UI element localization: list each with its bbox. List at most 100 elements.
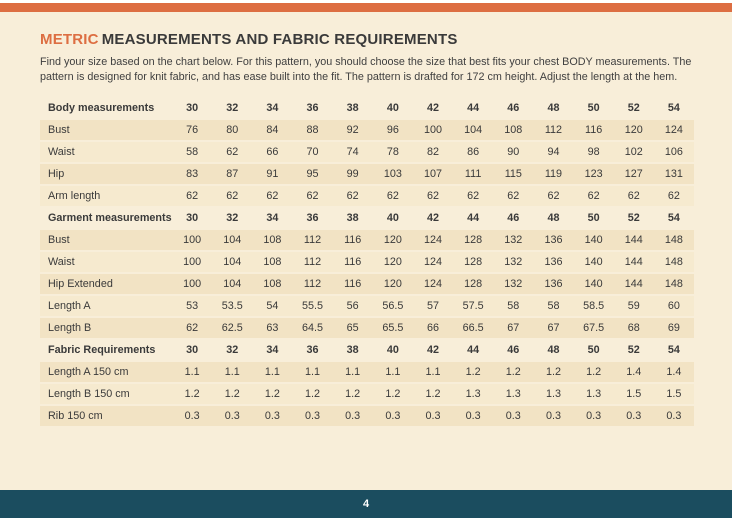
row-label: Bust <box>48 124 70 137</box>
table-cell: 120 <box>383 278 402 291</box>
title-rest: MEASUREMENTS AND FABRIC REQUIREMENTS <box>101 31 458 48</box>
table-cell: 91 <box>266 168 279 181</box>
table-cell: 148 <box>664 278 683 291</box>
table-cell: 1.3 <box>545 388 561 401</box>
table-cell: 68 <box>627 322 640 335</box>
table-cell: 62.5 <box>221 322 243 335</box>
table-cell: 62 <box>186 190 199 203</box>
table-cell: 0.3 <box>425 410 441 423</box>
row-label: Bust <box>48 234 70 247</box>
table-cell: 30 <box>186 212 199 225</box>
table-cell: 1.1 <box>184 366 200 379</box>
table-row: Waist 100 104 108 112 116 120 124 128 132 136 140 14… <box>40 252 694 273</box>
table-cell: 1.2 <box>425 388 441 401</box>
table-cell: 78 <box>386 146 399 159</box>
table-cell: 120 <box>383 256 402 269</box>
row-label: Length B 150 cm <box>48 388 130 401</box>
table-cell: 62 <box>547 190 560 203</box>
table-cell: 42 <box>426 212 439 225</box>
table-cell: 62 <box>667 190 680 203</box>
table-cell: 38 <box>346 212 359 225</box>
table-cell: 62 <box>346 190 359 203</box>
table-cell: 140 <box>584 234 603 247</box>
footer-bar: 4 <box>0 490 732 518</box>
table-row: Hip Extended 100 104 108 112 116 120 124 128 132 1… <box>40 274 694 295</box>
table-cell: 55.5 <box>302 300 324 313</box>
table-cell: 66 <box>266 146 279 159</box>
table-cell: 54 <box>667 344 680 357</box>
table-cell: 116 <box>585 124 603 137</box>
table-cell: 34 <box>266 102 279 115</box>
table-cell: 1.2 <box>184 388 200 401</box>
table-cell: 0.3 <box>224 410 240 423</box>
table-cell: 0.3 <box>505 410 521 423</box>
table-cell: 65 <box>346 322 359 335</box>
top-accent-bar <box>0 3 732 12</box>
page-edge-top <box>0 0 732 3</box>
table-cell: 48 <box>547 102 560 115</box>
table-row: Arm length 62 62 62 62 62 62 62 62 62 62 62 62 62 <box>40 186 694 207</box>
table-cell: 53.5 <box>221 300 243 313</box>
table-cell: 76 <box>186 124 199 137</box>
table-cell: 103 <box>383 168 402 181</box>
table-cell: 36 <box>306 212 319 225</box>
table-cell: 32 <box>226 102 239 115</box>
table-cell: 62 <box>266 190 279 203</box>
table-cell: 50 <box>587 344 600 357</box>
table-cell: 116 <box>344 278 362 291</box>
table-cell: 131 <box>664 168 683 181</box>
table-row: Bust 76 80 84 88 92 96 100 104 108 112 116 120 124 <box>40 120 694 141</box>
table-cell: 50 <box>587 102 600 115</box>
table-row: Length B 150 cm 1.2 1.2 1.2 1.2 1.2 1.2 1.2 1.3 1… <box>40 384 694 405</box>
table-cell: 0.3 <box>184 410 200 423</box>
table-cell: 148 <box>664 256 683 269</box>
table-cell: 128 <box>464 278 483 291</box>
table-cell: 82 <box>426 146 439 159</box>
table-cell: 0.3 <box>305 410 321 423</box>
table-cell: 54 <box>667 212 680 225</box>
table-cell: 1.2 <box>264 388 280 401</box>
table-cell: 104 <box>464 124 483 137</box>
table-cell: 62 <box>226 146 239 159</box>
table-cell: 112 <box>544 124 563 137</box>
table-cell: 67 <box>547 322 560 335</box>
table-cell: 58 <box>507 300 520 313</box>
table-cell: 144 <box>624 278 643 291</box>
table-cell: 132 <box>504 256 523 269</box>
table-cell: 62 <box>426 190 439 203</box>
table-row: Bust 100 104 108 112 116 120 124 128 132 136 140 144… <box>40 230 694 251</box>
table-cell: 0.3 <box>345 410 361 423</box>
table-cell: 108 <box>263 278 282 291</box>
table-cell: 83 <box>186 168 199 181</box>
table-cell: 54 <box>266 300 279 313</box>
table-cell: 36 <box>306 344 319 357</box>
table-cell: 60 <box>667 300 680 313</box>
table-cell: 108 <box>504 124 523 137</box>
table-cell: 56.5 <box>382 300 404 313</box>
table-cell: 1.2 <box>305 388 321 401</box>
table-cell: 65.5 <box>382 322 404 335</box>
table-cell: 32 <box>226 212 239 225</box>
table-cell: 84 <box>266 124 279 137</box>
row-label: Fabric Requirements <box>48 344 156 357</box>
table-cell: 128 <box>464 234 483 247</box>
table-cell: 62 <box>507 190 520 203</box>
table-cell: 104 <box>223 234 242 247</box>
table-cell: 42 <box>426 344 439 357</box>
table-cell: 1.2 <box>385 388 401 401</box>
row-label: Length A <box>48 300 91 313</box>
table-section-header-row: Body measurements 30 32 34 36 38 40 42 44 46 48 50 5… <box>40 98 694 118</box>
table-cell: 66.5 <box>462 322 484 335</box>
table-cell: 70 <box>306 146 319 159</box>
table-cell: 123 <box>584 168 603 181</box>
table-cell: 1.3 <box>505 388 521 401</box>
table-cell: 1.4 <box>666 366 682 379</box>
table-cell: 40 <box>386 212 399 225</box>
table-cell: 120 <box>624 124 643 137</box>
table-cell: 119 <box>544 168 563 181</box>
table-cell: 108 <box>263 234 282 247</box>
table-cell: 62 <box>386 190 399 203</box>
page-title: METRIC MEASUREMENTS AND FABRIC REQUIREMEN… <box>40 31 694 48</box>
table-cell: 0.3 <box>465 410 481 423</box>
table-cell: 111 <box>464 168 482 181</box>
